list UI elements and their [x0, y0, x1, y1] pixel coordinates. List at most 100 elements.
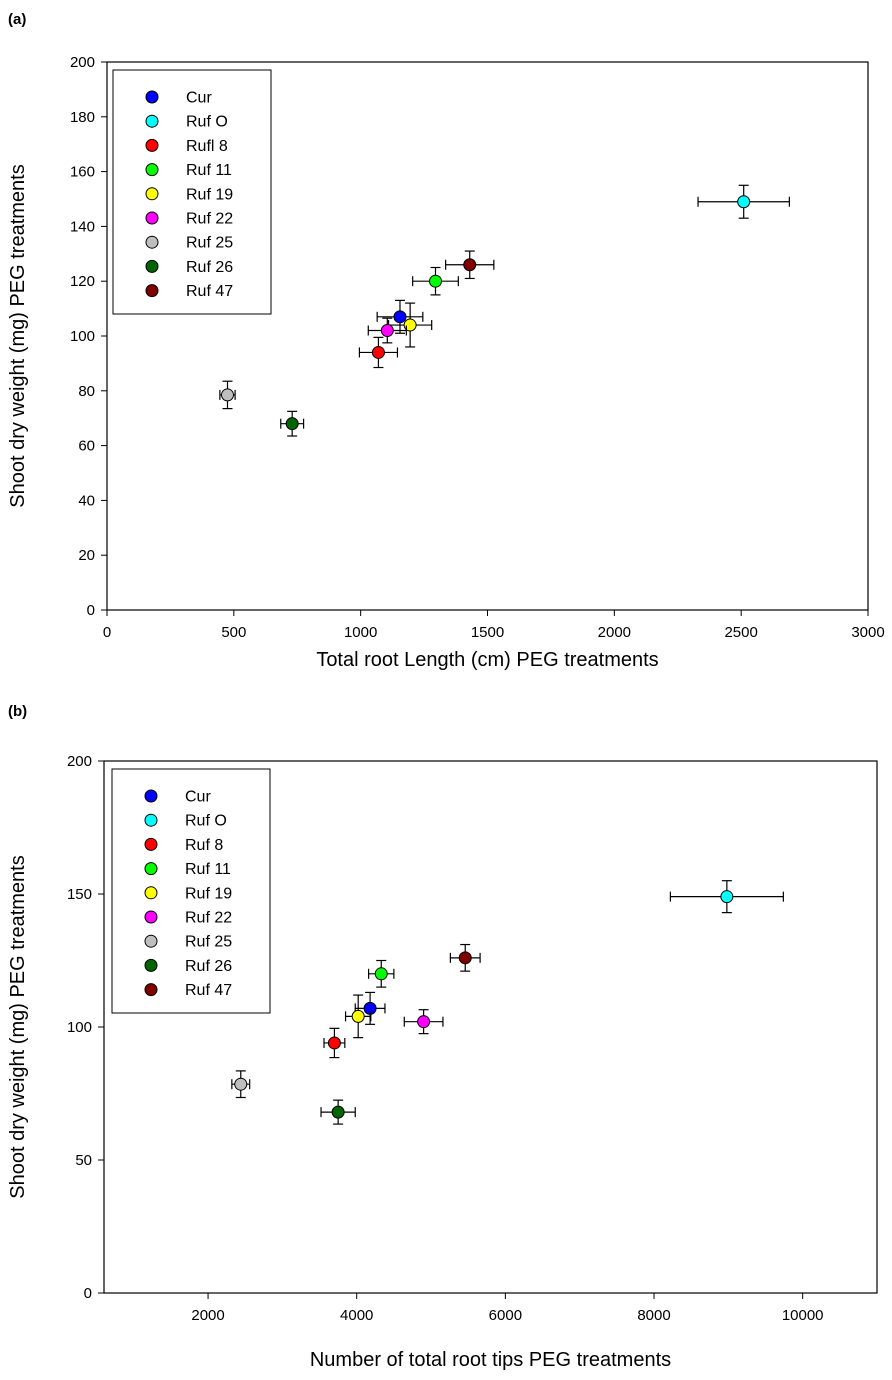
- data-point-marker: [220, 388, 234, 402]
- y-axis-title: Shoot dry weight (mg) PEG treatments: [7, 855, 29, 1198]
- legend-box: [111, 768, 271, 1014]
- data-point-marker: [417, 1015, 431, 1029]
- data-point-ruf-25: [231, 1070, 251, 1099]
- legend-marker: [145, 235, 159, 249]
- y-tick-label: 0: [84, 1285, 92, 1302]
- legend-label: Ruf 25: [185, 934, 232, 951]
- x-tick-label: 6000: [489, 1307, 522, 1324]
- y-tick-label: 100: [70, 328, 95, 345]
- legend-label: Ruf 22: [185, 910, 232, 927]
- data-point-ruf-26: [320, 1099, 356, 1125]
- legend-marker: [145, 187, 159, 201]
- data-point-cur: [376, 299, 424, 334]
- data-point-marker: [374, 967, 388, 981]
- chart-panel-b: (b) 2000 4000 6000 8000 10000 0 50 100 150 200 Numb…: [7, 703, 878, 1371]
- legend-marker: [144, 934, 158, 948]
- data-point-marker: [393, 310, 407, 324]
- legend-box: [112, 69, 272, 315]
- legend-marker: [144, 862, 158, 876]
- legend-marker: [144, 958, 158, 972]
- data-point-marker: [380, 324, 394, 338]
- y-tick-label: 80: [78, 383, 95, 400]
- panel-label: (b): [8, 703, 27, 720]
- legend-label: Ruf 47: [185, 982, 232, 999]
- data-point-marker: [463, 258, 477, 272]
- y-tick-label: 50: [75, 1152, 92, 1169]
- legend-label: Ruf 19: [186, 186, 233, 203]
- legend-label: Ruf 19: [185, 885, 232, 902]
- x-tick-label: 2000: [598, 624, 631, 641]
- legend-marker: [145, 90, 159, 104]
- legend-marker: [145, 138, 159, 152]
- data-point-marker: [351, 1009, 365, 1023]
- y-tick-label: 100: [67, 1019, 92, 1036]
- legend-label: Ruf 11: [185, 861, 231, 878]
- legend-marker: [144, 813, 158, 827]
- x-tick-label: 3000: [851, 624, 884, 641]
- data-point-ruf-22: [367, 317, 407, 344]
- data-point-marker: [331, 1105, 345, 1119]
- legend-label: Cur: [185, 789, 211, 806]
- y-tick-label: 60: [78, 438, 95, 455]
- x-tick-label: 2500: [724, 624, 757, 641]
- x-tick-label: 1000: [344, 624, 377, 641]
- y-tick-label: 0: [87, 602, 95, 619]
- data-point-marker: [737, 195, 751, 209]
- data-point-marker: [720, 890, 734, 904]
- legend-marker: [144, 837, 158, 851]
- legend-label: Ruf 26: [186, 259, 233, 276]
- data-point-marker: [327, 1036, 341, 1050]
- legend-label: Ruf 11: [186, 162, 232, 179]
- data-point-marker: [234, 1077, 248, 1091]
- legend-label: Ruf O: [185, 813, 227, 830]
- data-point-rufl-8: [358, 336, 399, 369]
- legend-label: Ruf 22: [186, 211, 233, 228]
- y-tick-label: 140: [70, 218, 95, 235]
- panel-label: (a): [8, 11, 26, 28]
- y-tick-label: 200: [70, 54, 95, 71]
- x-tick-label: 8000: [637, 1307, 670, 1324]
- x-tick-label: 500: [221, 624, 246, 641]
- legend-marker: [144, 983, 158, 997]
- data-point-ruf-47: [449, 943, 481, 972]
- data-point-ruf-26: [280, 410, 305, 437]
- legend-marker: [145, 211, 159, 225]
- legend-label: Rufl 8: [186, 138, 228, 155]
- data-point-ruf-8: [323, 1027, 346, 1059]
- legend-label: Ruf 25: [186, 235, 233, 252]
- data-point-ruf-11: [412, 266, 459, 296]
- legend-label: Ruf 8: [185, 837, 223, 854]
- y-tick-label: 180: [70, 109, 95, 126]
- data-point-marker: [428, 274, 442, 288]
- data-point-marker: [458, 951, 472, 965]
- legend-marker: [144, 789, 158, 803]
- data-point-ruf-25: [219, 380, 236, 410]
- data-point-ruf-11: [368, 959, 395, 988]
- x-tick-label: 1500: [471, 624, 504, 641]
- y-tick-label: 20: [78, 547, 95, 564]
- y-tick-label: 150: [67, 886, 92, 903]
- data-point-ruf-22: [403, 1009, 444, 1035]
- data-point-ruf-o: [669, 880, 784, 914]
- y-tick-label: 120: [70, 273, 95, 290]
- y-axis-title: Shoot dry weight (mg) PEG treatments: [7, 164, 29, 507]
- legend-marker: [145, 114, 159, 128]
- x-axis-title: Number of total root tips PEG treatments: [310, 1349, 671, 1371]
- legend-marker: [144, 910, 158, 924]
- x-tick-label: 4000: [340, 1307, 373, 1324]
- legend-label: Ruf 47: [186, 283, 233, 300]
- data-point-ruf-o: [697, 184, 790, 219]
- data-point-marker: [363, 1001, 377, 1015]
- y-tick-label: 200: [67, 753, 92, 770]
- data-point-ruf-19: [387, 302, 433, 348]
- x-axis-title: Total root Length (cm) PEG treatments: [316, 649, 658, 671]
- legend-marker: [145, 163, 159, 177]
- x-tick-label: 2000: [191, 1307, 224, 1324]
- legend-label: Ruf O: [186, 114, 228, 131]
- data-point-ruf-47: [445, 250, 495, 280]
- data-point-marker: [403, 318, 417, 332]
- data-point-cur: [354, 991, 386, 1025]
- legend-marker: [145, 284, 159, 298]
- chart-panel-a: (a) 0 500 1000 1500 2000 2500 3000 0 20 40 60 80 100 1…: [7, 11, 885, 671]
